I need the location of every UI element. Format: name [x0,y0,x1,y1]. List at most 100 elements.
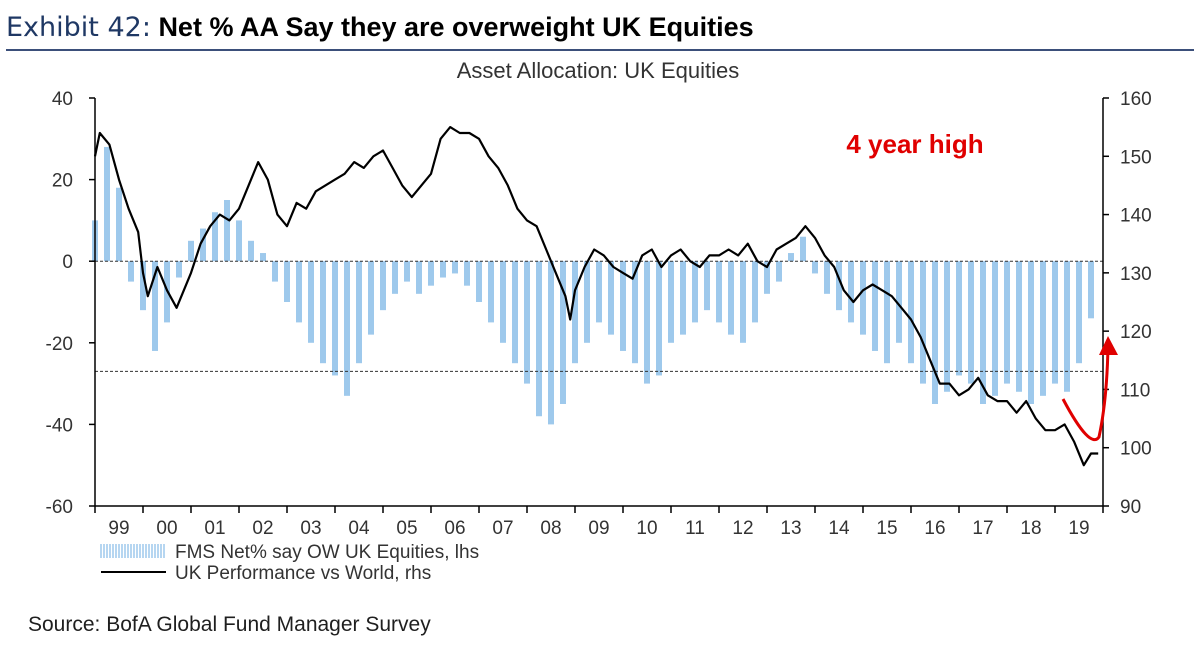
bar-1 [104,146,110,262]
x-axis-ticks: 99 00 01 02 03 04 05 06 07 08 09 10 11 12 13 14 15 16 17 18… [94,506,1104,539]
bar-41 [584,261,590,343]
x-tick-label-13: 13 [780,518,801,539]
bar-56 [764,261,770,294]
bar-74 [980,261,986,404]
bar-66 [884,261,890,364]
annotation-arrowhead [1099,336,1118,355]
x-tick-label-10: 10 [636,518,657,539]
bar-9 [200,228,206,262]
bar-12 [236,220,242,262]
exhibit-title: Net % AA Say they are overweight UK Equi… [158,12,754,42]
bar-7 [176,261,182,278]
bar-80 [1052,261,1058,384]
bar-15 [272,261,278,282]
bar-81 [1064,261,1070,392]
bar-43 [608,261,614,335]
bar-38 [548,261,554,425]
x-tick-label-15: 15 [876,518,897,539]
legend-label-fms: FMS Net% say OW UK Equities, lhs [175,542,479,563]
right-tick-label-2: 110 [1120,380,1150,401]
x-tick-label-07: 07 [492,518,513,539]
bar-20 [332,261,338,376]
bar-4 [140,261,146,311]
bar-34 [500,261,506,343]
header-rule [6,49,1194,51]
bar-10 [212,212,218,262]
bar-55 [752,261,758,323]
axes [94,98,1104,507]
x-tick-label-17: 17 [972,518,993,539]
bar-67 [896,261,902,343]
bar-3 [128,261,134,282]
annotation-arrow [1061,345,1110,442]
left-tick-label-5: 40 [52,89,73,110]
bar-53 [728,261,734,335]
bar-59 [800,236,806,262]
x-tick-label-09: 09 [588,518,609,539]
bar-21 [344,261,350,396]
bar-52 [716,261,722,323]
bar-46 [644,261,650,384]
x-tick-label-18: 18 [1020,518,1041,539]
left-tick-label-4: 20 [52,171,73,192]
bar-72 [956,261,962,376]
bar-40 [572,261,578,364]
left-tick-label-0: -60 [46,497,73,518]
right-tick-label-5: 140 [1120,206,1152,227]
bar-60 [812,261,818,274]
bar-68 [908,261,914,364]
bar-13 [248,240,254,262]
bar-57 [776,261,782,282]
bar-33 [488,261,494,323]
legend-label-performance: UK Performance vs World, rhs [175,563,431,584]
line-uk-performance [93,126,1099,467]
x-tick-label-11: 11 [685,518,705,539]
bar-2 [116,187,122,262]
right-tick-label-6: 150 [1120,147,1152,168]
right-tick-label-1: 100 [1120,439,1152,460]
bar-19 [320,261,326,364]
bar-69 [920,261,926,384]
left-tick-label-1: -40 [46,415,73,436]
left-tick-label-3: 0 [62,252,73,273]
x-tick-label-06: 06 [444,518,465,539]
x-tick-label-08: 08 [540,518,561,539]
bar-18 [308,261,314,343]
bar-75 [992,261,998,396]
x-tick-label-16: 16 [924,518,945,539]
bar-5 [152,261,158,351]
x-tick-label-14: 14 [828,518,850,539]
bar-78 [1028,261,1034,404]
bar-77 [1016,261,1022,392]
bar-45 [632,261,638,364]
right-tick-label-3: 120 [1120,322,1152,343]
right-tick-label-0: 90 [1120,497,1141,518]
annotation-4-year-high: 4 year high [846,129,983,159]
x-tick-label-05: 05 [396,518,417,539]
bar-39 [560,261,566,404]
line-series [93,126,1099,467]
right-tick-label-7: 160 [1120,89,1152,110]
bar-11 [224,200,230,262]
bar-30 [452,261,458,274]
bar-16 [284,261,290,302]
bar-25 [392,261,398,294]
right-tick-label-4: 130 [1120,264,1152,285]
exhibit-label: Exhibit 42: [6,12,151,43]
x-tick-label-01: 01 [204,518,225,539]
bar-70 [932,261,938,404]
bar-64 [860,261,866,335]
bar-29 [440,261,446,278]
bar-36 [524,261,530,384]
source-note: Source: BofA Global Fund Manager Survey [28,613,431,636]
bar-44 [620,261,626,351]
x-tick-label-19: 19 [1068,518,1089,539]
bar-79 [1040,261,1046,396]
x-tick-label-99: 99 [108,518,129,539]
bar-23 [368,261,374,335]
bar-35 [512,261,518,364]
bar-76 [1004,261,1010,384]
bar-54 [740,261,746,343]
bar-26 [404,261,410,282]
bar-50 [692,261,698,323]
